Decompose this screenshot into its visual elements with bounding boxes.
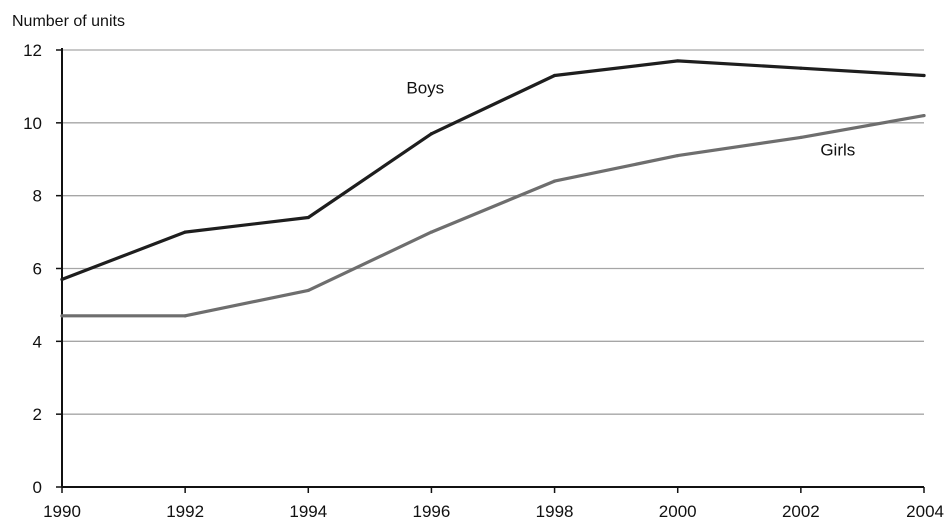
- data-point-boys-1990: [60, 277, 64, 282]
- data-point-boys-2000: [676, 59, 680, 63]
- data-point-girls-2004: [922, 113, 926, 118]
- x-tick-label-2002: 2002: [782, 502, 820, 521]
- gridlines: [62, 49, 924, 415]
- y-tick-labels: 0 2 4 6 8 10 12: [23, 41, 42, 497]
- data-point-boys-1998: [552, 73, 557, 78]
- series-line-girls: [60, 113, 926, 318]
- x-tick-label-1990: 1990: [43, 502, 81, 521]
- x-tick-label-1994: 1994: [289, 502, 327, 521]
- axes: [56, 48, 925, 493]
- x-tick-label-2004: 2004: [906, 502, 944, 521]
- y-tick-label-12: 12: [23, 41, 42, 60]
- series-line-boys: [60, 59, 926, 281]
- x-tick-label-1992: 1992: [166, 502, 204, 521]
- y-tick-label-0: 0: [33, 478, 42, 497]
- data-point-girls-2002: [799, 135, 803, 139]
- series-lines: [60, 59, 926, 318]
- data-point-girls-1992: [183, 314, 187, 318]
- x-tick-labels: 1990 1992 1994 1996 1998 2000 2002 2004: [43, 502, 944, 521]
- data-point-boys-1992: [183, 230, 187, 234]
- data-point-girls-1990: [60, 314, 64, 318]
- data-point-girls-1994: [306, 288, 310, 292]
- series-labels: Boys Girls: [406, 79, 855, 160]
- series-label-girls: Girls: [820, 141, 855, 160]
- data-point-boys-2002: [799, 66, 803, 70]
- data-point-boys-1994: [306, 215, 310, 220]
- data-point-boys-1996: [429, 132, 434, 136]
- data-point-girls-1996: [429, 230, 434, 234]
- data-point-boys-2004: [922, 73, 926, 78]
- data-point-girls-2000: [676, 154, 680, 158]
- y-tick-label-6: 6: [33, 260, 42, 279]
- y-tick-label-2: 2: [33, 405, 42, 424]
- data-point-girls-1998: [552, 179, 557, 183]
- series-label-boys: Boys: [406, 79, 444, 98]
- y-tick-label-10: 10: [23, 114, 42, 133]
- x-tick-label-1996: 1996: [413, 502, 451, 521]
- y-tick-label-4: 4: [33, 332, 42, 351]
- x-tick-label-1998: 1998: [536, 502, 574, 521]
- y-axis-title: Number of units: [12, 13, 125, 30]
- y-tick-label-8: 8: [33, 187, 42, 206]
- x-tick-label-2000: 2000: [659, 502, 697, 521]
